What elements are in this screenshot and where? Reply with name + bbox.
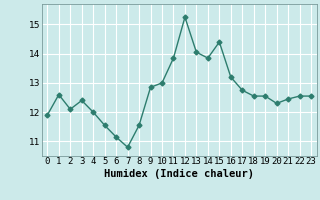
X-axis label: Humidex (Indice chaleur): Humidex (Indice chaleur) bbox=[104, 169, 254, 179]
